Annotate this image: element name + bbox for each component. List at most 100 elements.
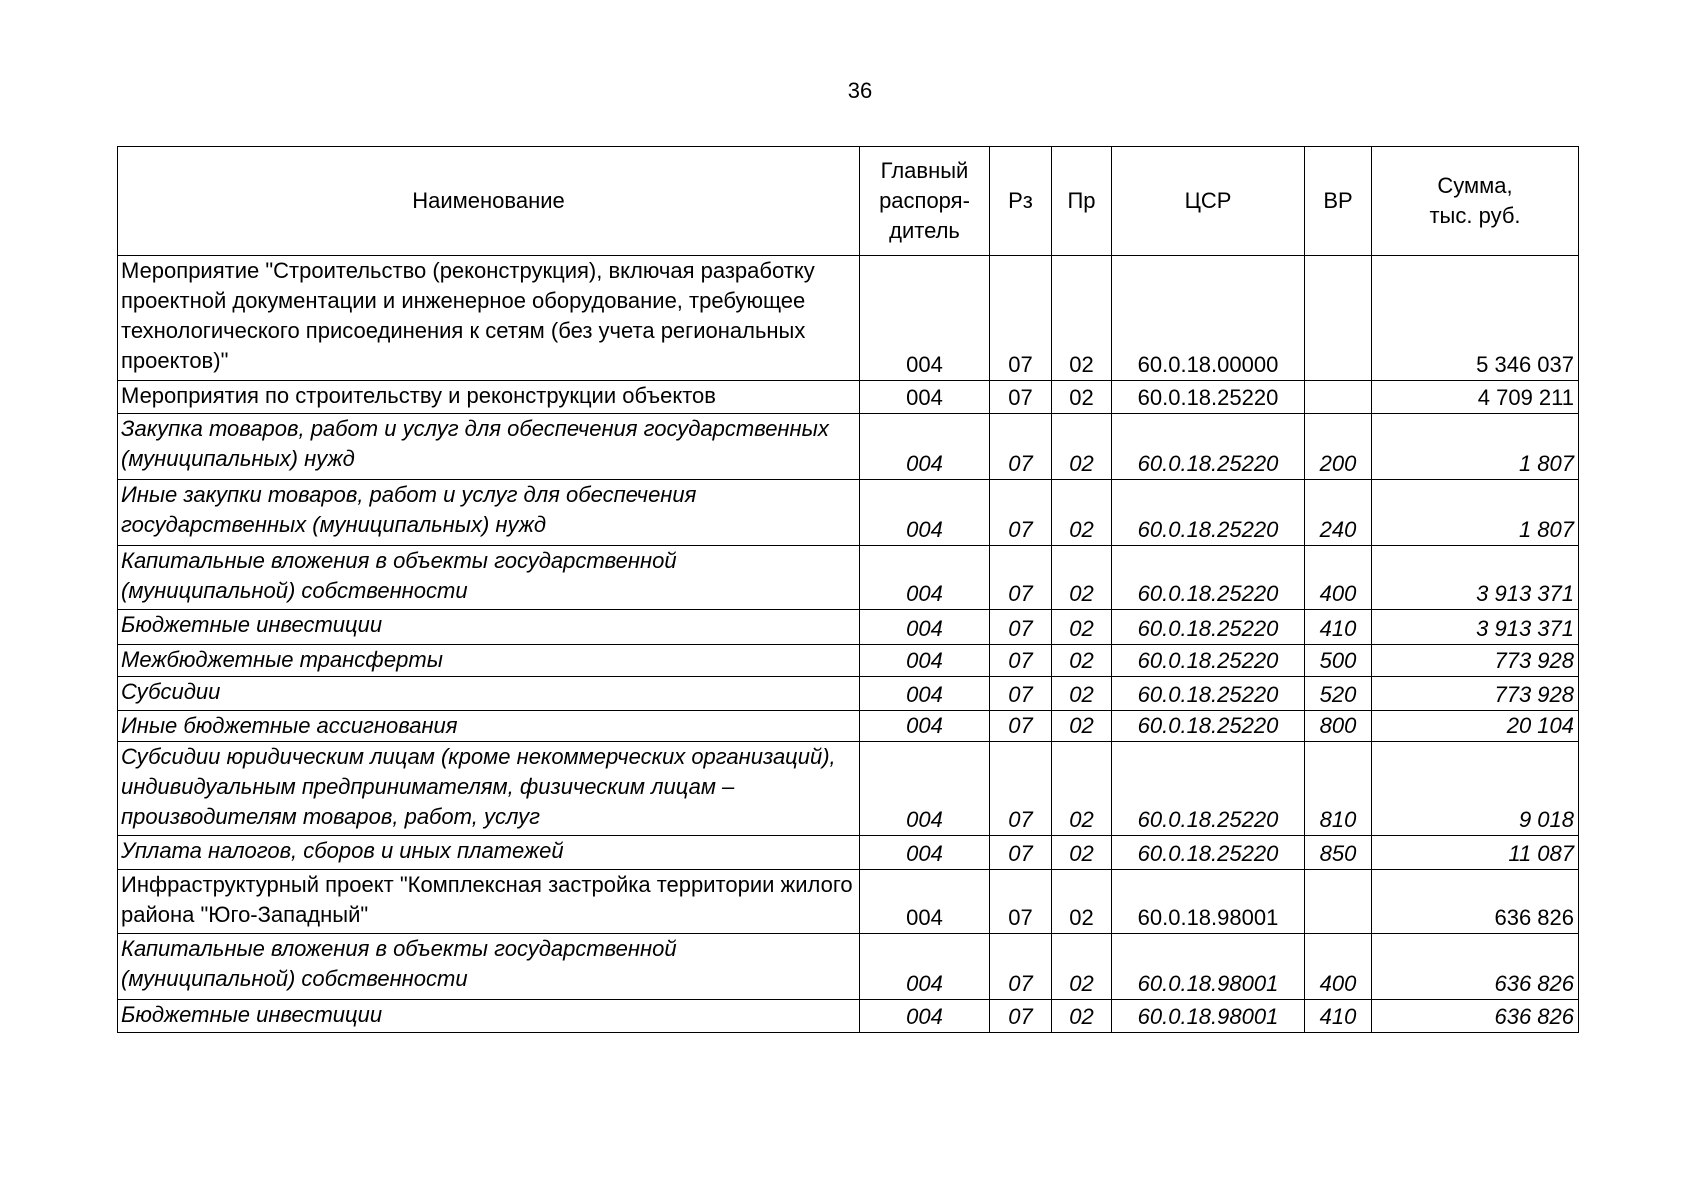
cell-main-manager: 004: [859, 644, 990, 677]
table-row: Инфраструктурный проект "Комплексная зас…: [117, 869, 1579, 934]
cell-vr: 410: [1304, 999, 1372, 1033]
table-row: Капитальные вложения в объекты государст…: [117, 933, 1579, 1000]
cell-name: Уплата налогов, сборов и иных платежей: [117, 835, 860, 870]
header-name: Наименование: [117, 146, 860, 256]
cell-vr: 240: [1304, 479, 1372, 546]
cell-sum: 636 826: [1371, 933, 1579, 1000]
cell-rz: 07: [989, 710, 1052, 742]
header-pr: Пр: [1051, 146, 1112, 256]
table-row: Иные бюджетные ассигнования 004 07 02 60.0.1…: [117, 710, 1579, 742]
cell-vr: 400: [1304, 545, 1372, 610]
cell-rz: 07: [989, 413, 1052, 480]
cell-csr: 60.0.18.25220: [1111, 380, 1305, 414]
cell-rz: 07: [989, 644, 1052, 677]
cell-vr: 850: [1304, 835, 1372, 870]
cell-pr: 02: [1051, 413, 1112, 480]
cell-main-manager: 004: [859, 999, 990, 1033]
cell-main-manager: 004: [859, 380, 990, 414]
cell-pr: 02: [1051, 835, 1112, 870]
budget-table: Наименование Главный распоря-дитель Рз Пр…: [117, 146, 1579, 1033]
cell-name: Межбюджетные трансферты: [117, 644, 860, 677]
cell-main-manager: 004: [859, 609, 990, 645]
cell-name: Капитальные вложения в объекты государст…: [117, 545, 860, 610]
cell-sum: 5 346 037: [1371, 255, 1579, 381]
cell-csr: 60.0.18.25220: [1111, 835, 1305, 870]
cell-main-manager: 004: [859, 710, 990, 742]
cell-sum: 773 928: [1371, 676, 1579, 711]
cell-vr: [1304, 380, 1372, 414]
cell-csr: 60.0.18.25220: [1111, 710, 1305, 742]
table-row: Закупка товаров, работ и услуг для обесп…: [117, 413, 1579, 480]
cell-sum: 1 807: [1371, 479, 1579, 546]
cell-csr: 60.0.18.25220: [1111, 644, 1305, 677]
cell-csr: 60.0.18.98001: [1111, 999, 1305, 1033]
cell-name: Субсидии: [117, 676, 860, 711]
table-row: Бюджетные инвестиции 004 07 02 60.0.18.25220…: [117, 609, 1579, 645]
cell-rz: 07: [989, 835, 1052, 870]
cell-vr: 500: [1304, 644, 1372, 677]
table-row: Субсидии юридическим лицам (кроме некомм…: [117, 741, 1579, 836]
cell-rz: 07: [989, 609, 1052, 645]
cell-main-manager: 004: [859, 933, 990, 1000]
cell-sum: 1 807: [1371, 413, 1579, 480]
cell-sum: 636 826: [1371, 999, 1579, 1033]
page-number: 36: [847, 78, 873, 103]
header-csr: ЦСР: [1111, 146, 1305, 256]
cell-csr: 60.0.18.00000: [1111, 255, 1305, 381]
cell-main-manager: 004: [859, 545, 990, 610]
header-sum: Сумма, тыс. руб.: [1371, 146, 1579, 256]
cell-name: Мероприятие "Строительство (реконструкци…: [117, 255, 860, 381]
cell-name: Закупка товаров, работ и услуг для обесп…: [117, 413, 860, 480]
cell-csr: 60.0.18.98001: [1111, 869, 1305, 934]
cell-pr: 02: [1051, 255, 1112, 381]
cell-pr: 02: [1051, 676, 1112, 711]
header-vr: ВР: [1304, 146, 1372, 256]
table-row: Мероприятия по строительству и реконстру…: [117, 380, 1579, 414]
table-row: Иные закупки товаров, работ и услуг для …: [117, 479, 1579, 546]
cell-vr: 520: [1304, 676, 1372, 711]
cell-csr: 60.0.18.25220: [1111, 479, 1305, 546]
cell-vr: [1304, 869, 1372, 934]
table-header-row: Наименование Главный распоря-дитель Рз Пр…: [117, 146, 1579, 256]
table-row: Межбюджетные трансферты 004 07 02 60.0.18.25…: [117, 644, 1579, 677]
cell-pr: 02: [1051, 644, 1112, 677]
table-row: Мероприятие "Строительство (реконструкци…: [117, 255, 1579, 381]
cell-vr: 200: [1304, 413, 1372, 480]
table-row: Субсидии 004 07 02 60.0.18.25220 520 773 928: [117, 676, 1579, 711]
cell-rz: 07: [989, 676, 1052, 711]
cell-csr: 60.0.18.25220: [1111, 545, 1305, 610]
cell-vr: 800: [1304, 710, 1372, 742]
cell-sum: 3 913 371: [1371, 545, 1579, 610]
cell-name: Мероприятия по строительству и реконстру…: [117, 380, 860, 414]
cell-sum: 9 018: [1371, 741, 1579, 836]
cell-name: Субсидии юридическим лицам (кроме некомм…: [117, 741, 860, 836]
cell-sum: 3 913 371: [1371, 609, 1579, 645]
cell-name: Инфраструктурный проект "Комплексная зас…: [117, 869, 860, 934]
table-row: Бюджетные инвестиции 004 07 02 60.0.18.98001…: [117, 999, 1579, 1033]
cell-pr: 02: [1051, 710, 1112, 742]
cell-rz: 07: [989, 545, 1052, 610]
cell-csr: 60.0.18.25220: [1111, 676, 1305, 711]
cell-vr: 400: [1304, 933, 1372, 1000]
cell-vr: 810: [1304, 741, 1372, 836]
cell-main-manager: 004: [859, 479, 990, 546]
cell-rz: 07: [989, 255, 1052, 381]
cell-name: Капитальные вложения в объекты государст…: [117, 933, 860, 1000]
cell-rz: 07: [989, 741, 1052, 836]
cell-main-manager: 004: [859, 741, 990, 836]
cell-name: Иные закупки товаров, работ и услуг для …: [117, 479, 860, 546]
cell-vr: 410: [1304, 609, 1372, 645]
cell-sum: 11 087: [1371, 835, 1579, 870]
header-main-manager: Главный распоря-дитель: [859, 146, 990, 256]
table-row: Уплата налогов, сборов и иных платежей 00…: [117, 835, 1579, 870]
cell-csr: 60.0.18.25220: [1111, 609, 1305, 645]
cell-pr: 02: [1051, 609, 1112, 645]
cell-main-manager: 004: [859, 255, 990, 381]
cell-rz: 07: [989, 479, 1052, 546]
cell-sum: 636 826: [1371, 869, 1579, 934]
cell-rz: 07: [989, 999, 1052, 1033]
cell-pr: 02: [1051, 479, 1112, 546]
cell-rz: 07: [989, 933, 1052, 1000]
cell-csr: 60.0.18.98001: [1111, 933, 1305, 1000]
cell-main-manager: 004: [859, 676, 990, 711]
